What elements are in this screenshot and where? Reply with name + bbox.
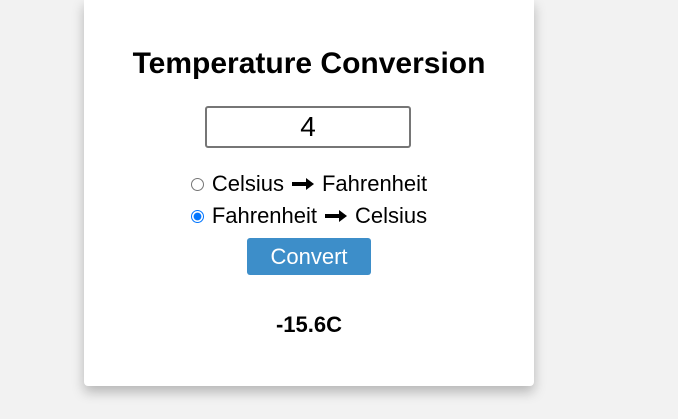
conversion-result: -15.6C bbox=[275, 312, 343, 337]
converter-card: Temperature Conversion Celsius Fahrenhei… bbox=[84, 0, 534, 386]
conversion-options: Celsius Fahrenheit Fahrenheit Celsius bbox=[84, 168, 534, 232]
option-from-label: Fahrenheit bbox=[211, 203, 318, 228]
radio-fahrenheit-to-celsius[interactable] bbox=[190, 209, 204, 223]
right-arrow-icon bbox=[325, 210, 348, 222]
radio-celsius-to-fahrenheit[interactable] bbox=[190, 177, 204, 191]
option-to-label: Fahrenheit bbox=[321, 171, 428, 196]
option-from-label: Celsius bbox=[211, 171, 284, 196]
option-fahrenheit-to-celsius[interactable]: Fahrenheit Celsius bbox=[84, 200, 534, 232]
page-title: Temperature Conversion bbox=[132, 47, 486, 80]
right-arrow-icon bbox=[291, 178, 314, 190]
option-to-label: Celsius bbox=[355, 203, 428, 228]
temperature-input[interactable] bbox=[205, 106, 411, 148]
option-celsius-to-fahrenheit[interactable]: Celsius Fahrenheit bbox=[84, 168, 534, 200]
convert-button[interactable]: Convert bbox=[247, 238, 371, 275]
